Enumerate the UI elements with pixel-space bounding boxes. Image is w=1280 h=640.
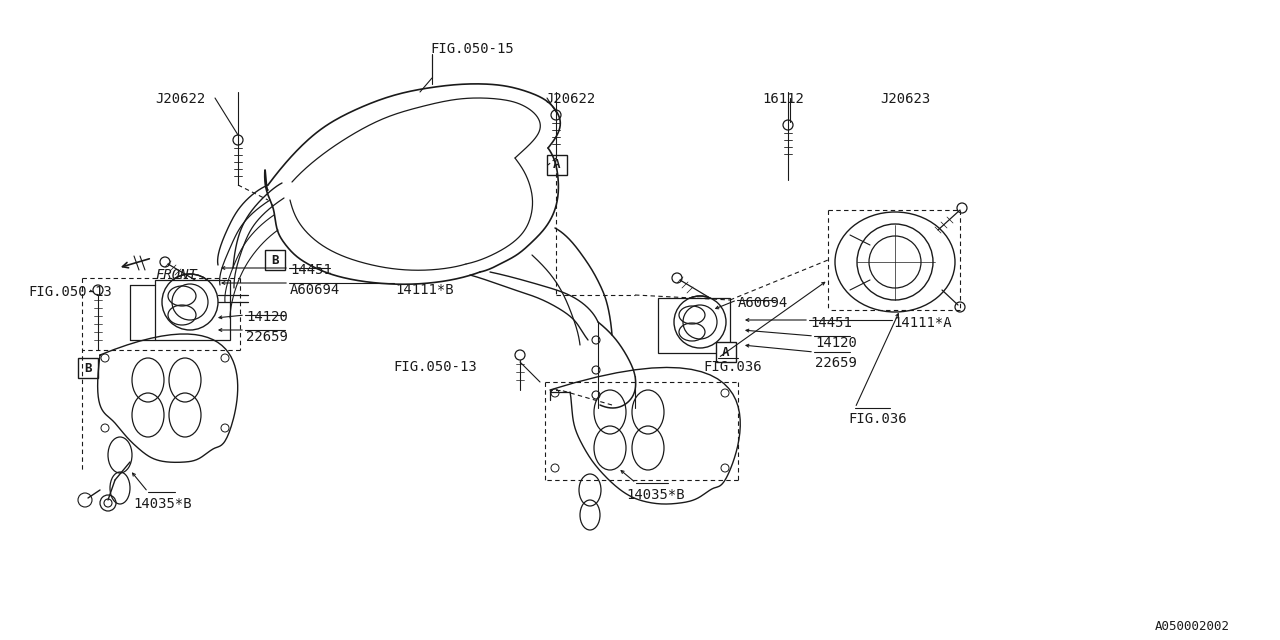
Text: FIG.036: FIG.036 [849, 412, 906, 426]
Text: A: A [553, 159, 561, 172]
Circle shape [591, 336, 600, 344]
Bar [547, 155, 567, 175]
Circle shape [550, 389, 559, 397]
Bar [716, 342, 736, 362]
Text: FIG.036: FIG.036 [703, 360, 762, 374]
Circle shape [721, 464, 730, 472]
Circle shape [160, 257, 170, 267]
FancyBboxPatch shape [658, 298, 730, 353]
Text: FIG.050-13: FIG.050-13 [393, 360, 476, 374]
Circle shape [672, 273, 682, 283]
Circle shape [721, 389, 730, 397]
Circle shape [515, 350, 525, 360]
Text: 14111*A: 14111*A [893, 316, 951, 330]
Text: 22659: 22659 [246, 330, 288, 344]
Text: 22659: 22659 [815, 356, 856, 370]
Text: FIG.050-13: FIG.050-13 [28, 285, 111, 299]
Circle shape [93, 285, 102, 295]
Circle shape [221, 354, 229, 362]
Text: 16112: 16112 [762, 92, 804, 106]
Circle shape [101, 424, 109, 432]
Circle shape [591, 391, 600, 399]
Text: 14120: 14120 [815, 336, 856, 350]
Circle shape [955, 302, 965, 312]
Text: A60694: A60694 [291, 283, 340, 297]
FancyBboxPatch shape [155, 280, 230, 340]
Circle shape [221, 424, 229, 432]
Circle shape [101, 354, 109, 362]
Text: FRONT: FRONT [155, 268, 197, 282]
Text: 14451: 14451 [810, 316, 852, 330]
Text: 14111*B: 14111*B [396, 283, 453, 297]
Text: J20622: J20622 [545, 92, 595, 106]
Text: 14035*B: 14035*B [626, 488, 685, 502]
Bar [265, 250, 285, 270]
Text: A: A [722, 346, 730, 358]
Text: FIG.050-15: FIG.050-15 [430, 42, 513, 56]
Ellipse shape [835, 212, 955, 312]
Text: B: B [84, 362, 92, 374]
Text: 14451: 14451 [291, 263, 332, 277]
Text: A050002002: A050002002 [1155, 620, 1230, 633]
Circle shape [550, 110, 561, 120]
Text: 14120: 14120 [246, 310, 288, 324]
Circle shape [550, 464, 559, 472]
Text: A60694: A60694 [739, 296, 788, 310]
Bar [78, 358, 99, 378]
Text: B: B [271, 253, 279, 266]
Circle shape [783, 120, 794, 130]
Text: J20622: J20622 [155, 92, 205, 106]
Text: 14035*B: 14035*B [133, 497, 192, 511]
Circle shape [957, 203, 966, 213]
Circle shape [591, 366, 600, 374]
Circle shape [233, 135, 243, 145]
Text: J20623: J20623 [881, 92, 931, 106]
